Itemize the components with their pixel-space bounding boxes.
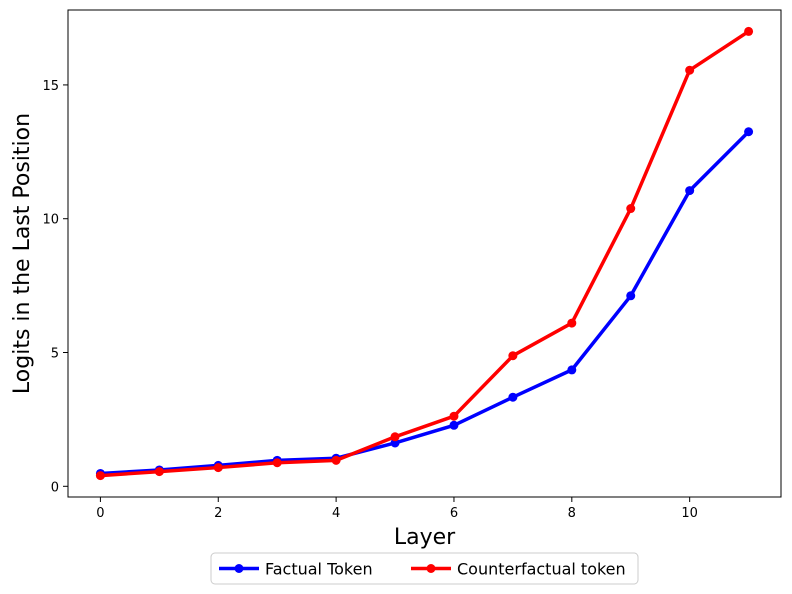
data-point: [744, 127, 754, 137]
data-point: [744, 26, 754, 36]
data-point: [390, 438, 400, 448]
plot-area: [95, 26, 754, 481]
data-point: [449, 411, 459, 421]
series-line-1: [100, 29, 750, 478]
legend-label-1: Counterfactual token: [457, 560, 626, 579]
data-point: [213, 463, 223, 473]
x-tick-label: 8: [568, 506, 576, 521]
x-axis-ticks: 0 2 4 6 8 10: [96, 497, 698, 521]
axes-frame: [67, 9, 782, 498]
x-tick-label: 2: [214, 506, 222, 521]
y-axis-ticks: 0 5 10 15: [42, 79, 68, 495]
legend-label-0: Factual Token: [265, 560, 373, 579]
legend: Factual Token Counterfactual token: [210, 552, 639, 585]
data-point: [154, 467, 164, 477]
data-point: [331, 455, 341, 465]
data-point: [685, 186, 695, 196]
data-point: [626, 204, 636, 214]
x-axis-title: Layer: [394, 525, 456, 550]
y-tick-label: 0: [51, 480, 59, 495]
legend-marker-1: [426, 564, 436, 573]
data-point: [567, 318, 577, 328]
x-tick-label: 6: [450, 506, 458, 521]
data-point: [626, 291, 636, 301]
data-point: [685, 65, 695, 75]
y-tick-label: 10: [42, 213, 59, 228]
data-point: [508, 351, 518, 361]
y-axis-title: Logits in the Last Position: [10, 113, 35, 394]
data-point: [508, 392, 518, 402]
data-point: [567, 365, 577, 375]
x-tick-label: 4: [332, 506, 340, 521]
legend-marker-0: [234, 564, 244, 573]
data-point: [390, 432, 400, 442]
y-tick-label: 5: [51, 347, 59, 362]
data-point: [272, 458, 282, 468]
x-tick-label: 0: [96, 506, 104, 521]
x-tick-label: 10: [681, 506, 698, 521]
y-tick-label: 15: [42, 79, 59, 94]
series-line-0: [100, 130, 750, 476]
data-point: [95, 471, 105, 481]
data-point: [449, 420, 459, 430]
